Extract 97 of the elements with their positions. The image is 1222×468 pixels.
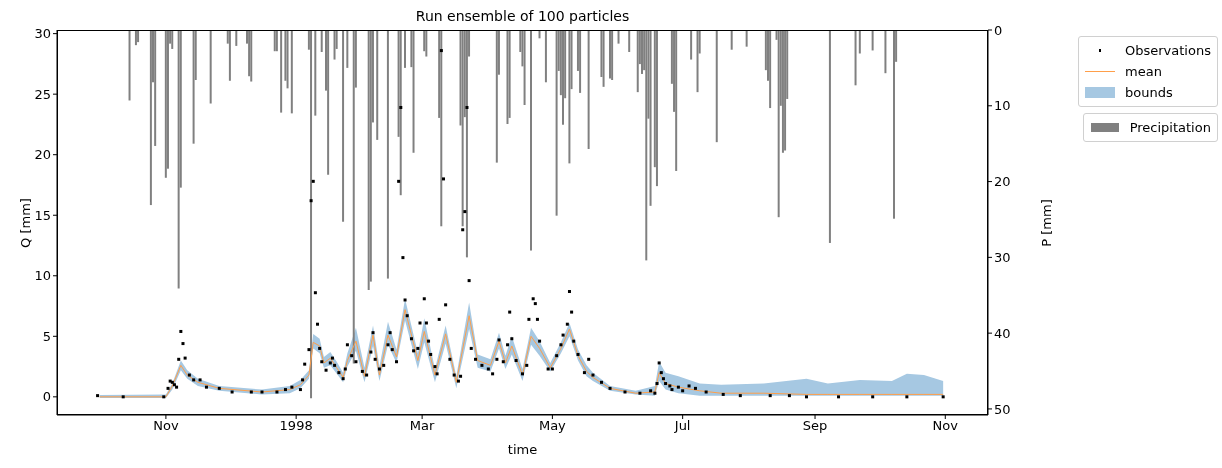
- legend-label: mean: [1125, 64, 1162, 79]
- bar: [376, 30, 379, 140]
- y-tick-label: 15: [34, 207, 51, 223]
- y-axis-title: Q [mm]: [18, 197, 33, 248]
- bar: [649, 30, 652, 206]
- bar: [280, 30, 283, 113]
- bar: [523, 30, 526, 106]
- x-tick-label: Nov: [932, 418, 959, 434]
- bar: [367, 30, 370, 290]
- y2-tick-label: 40: [994, 325, 1011, 341]
- bar: [177, 30, 180, 289]
- bar: [342, 30, 345, 222]
- y-tick-label: 30: [34, 26, 51, 42]
- bar: [611, 30, 614, 81]
- bar: [645, 30, 648, 261]
- bar: [128, 30, 131, 101]
- x-tick-label: 1998: [279, 418, 313, 434]
- bar: [149, 30, 152, 206]
- y-tick-label: 5: [42, 328, 51, 344]
- bar: [602, 30, 605, 87]
- bar: [871, 30, 874, 51]
- y-tick-label: 20: [34, 147, 51, 163]
- x-tick-label: Nov: [153, 418, 179, 434]
- bar: [386, 30, 389, 279]
- bar: [587, 30, 590, 149]
- bar: [346, 30, 349, 68]
- y2-tick-label: 20: [994, 174, 1011, 190]
- bar: [320, 30, 323, 52]
- bar: [690, 30, 693, 60]
- bar: [544, 30, 547, 83]
- x-tick-label: Jul: [673, 418, 691, 434]
- bar: [555, 30, 558, 216]
- bar: [769, 30, 772, 109]
- bar: [628, 30, 631, 52]
- bar: [745, 30, 748, 47]
- bar: [730, 30, 733, 50]
- bar: [314, 30, 317, 116]
- bar: [696, 30, 699, 93]
- bar: [290, 30, 293, 114]
- bar: [617, 30, 620, 44]
- bar: [403, 30, 406, 68]
- bar: [250, 30, 253, 82]
- bar: [608, 30, 611, 79]
- bar: [784, 30, 787, 151]
- bar: [327, 30, 330, 175]
- y2-tick-label: 50: [994, 401, 1011, 417]
- y2-axis-title: P [mm]: [1038, 198, 1054, 247]
- legend-box: Precipitation: [1082, 113, 1218, 142]
- bar: [636, 30, 639, 93]
- bar: [465, 30, 468, 258]
- bar: [828, 30, 831, 243]
- legend-label: Precipitation: [1129, 120, 1211, 135]
- bar: [781, 30, 784, 153]
- bar: [715, 30, 718, 143]
- bar: [412, 30, 415, 153]
- bar: [777, 30, 780, 218]
- bar: [562, 30, 564, 125]
- legend-label: bounds: [1125, 85, 1173, 100]
- y-tick-label: 10: [34, 268, 51, 284]
- bar: [333, 30, 336, 60]
- bar: [655, 30, 658, 187]
- bar: [192, 30, 195, 144]
- y2-tick-label: 0: [994, 22, 1003, 38]
- bar: [399, 30, 402, 196]
- legend-label: Observations: [1125, 43, 1211, 58]
- bar: [858, 30, 861, 54]
- bar: [440, 30, 443, 227]
- x-axis-title: time: [506, 442, 539, 457]
- y-tick-label: 0: [42, 389, 51, 405]
- bar: [209, 30, 212, 104]
- bar: [235, 30, 238, 46]
- x-tick-label: May: [538, 418, 567, 434]
- bar: [425, 30, 428, 57]
- bar: [579, 30, 582, 93]
- bar: [310, 30, 313, 399]
- bar: [506, 30, 509, 124]
- bar: [286, 30, 289, 89]
- bar: [675, 30, 678, 171]
- bar: [529, 30, 532, 251]
- x-tick-label: Sep: [802, 418, 828, 434]
- bar: [884, 30, 887, 74]
- bar: [228, 30, 231, 81]
- bar: [352, 30, 355, 364]
- bar: [137, 30, 140, 43]
- bar: [154, 30, 157, 146]
- bar: [892, 30, 895, 219]
- chart-title: Run ensemble of 100 particles: [414, 8, 631, 24]
- bar: [495, 30, 498, 163]
- bar: [568, 30, 571, 164]
- x-tick-label: Mar: [409, 418, 436, 434]
- bar: [854, 30, 857, 86]
- bar: [171, 30, 174, 49]
- y2-tick-label: 30: [994, 249, 1011, 265]
- y2-tick-label: 10: [994, 98, 1011, 114]
- bar: [164, 30, 167, 178]
- bar: [134, 30, 137, 46]
- y-tick-label: 25: [34, 86, 51, 102]
